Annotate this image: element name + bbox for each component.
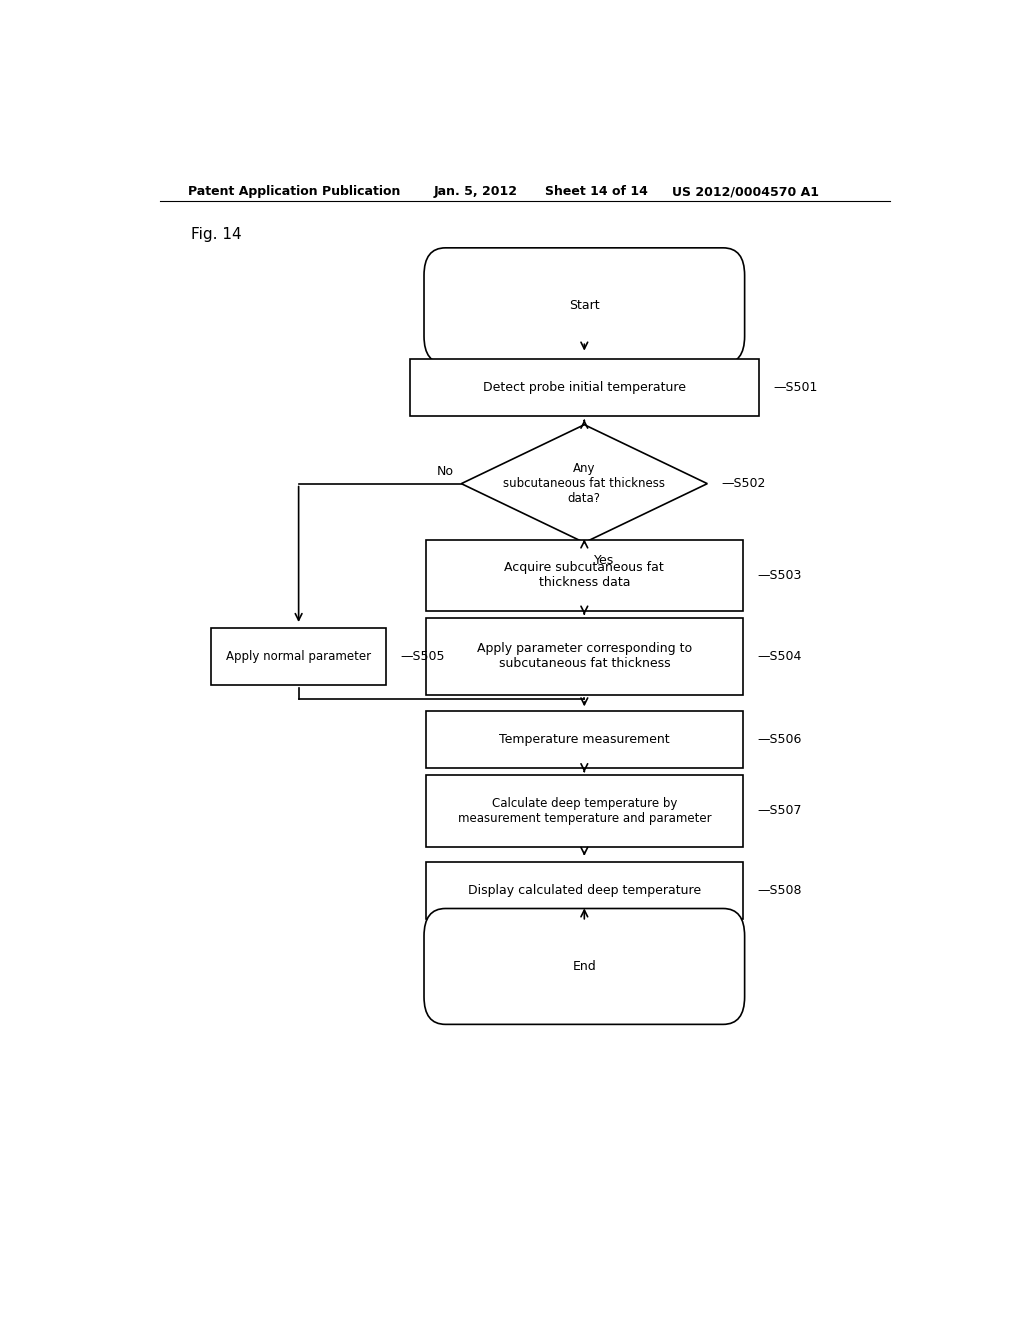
FancyBboxPatch shape bbox=[410, 359, 759, 416]
Polygon shape bbox=[461, 425, 708, 543]
FancyBboxPatch shape bbox=[426, 711, 743, 768]
Text: —S508: —S508 bbox=[758, 883, 802, 896]
Text: Fig. 14: Fig. 14 bbox=[191, 227, 242, 242]
FancyBboxPatch shape bbox=[424, 908, 744, 1024]
Text: End: End bbox=[572, 960, 596, 973]
FancyBboxPatch shape bbox=[424, 248, 744, 364]
Text: —S503: —S503 bbox=[758, 569, 802, 582]
Text: Jan. 5, 2012: Jan. 5, 2012 bbox=[433, 185, 517, 198]
Text: Patent Application Publication: Patent Application Publication bbox=[187, 185, 400, 198]
Text: Calculate deep temperature by
measurement temperature and parameter: Calculate deep temperature by measuremen… bbox=[458, 797, 711, 825]
Text: —S501: —S501 bbox=[773, 380, 817, 393]
Text: Detect probe initial temperature: Detect probe initial temperature bbox=[483, 380, 686, 393]
Text: Sheet 14 of 14: Sheet 14 of 14 bbox=[545, 185, 647, 198]
Text: —S506: —S506 bbox=[758, 734, 802, 746]
FancyBboxPatch shape bbox=[426, 618, 743, 696]
FancyBboxPatch shape bbox=[211, 628, 386, 685]
Text: —S507: —S507 bbox=[758, 804, 802, 817]
Text: —S502: —S502 bbox=[722, 477, 766, 490]
Text: Start: Start bbox=[569, 300, 600, 313]
Text: Apply normal parameter: Apply normal parameter bbox=[226, 649, 371, 663]
FancyBboxPatch shape bbox=[426, 540, 743, 611]
Text: Any
subcutaneous fat thickness
data?: Any subcutaneous fat thickness data? bbox=[504, 462, 666, 506]
Text: US 2012/0004570 A1: US 2012/0004570 A1 bbox=[672, 185, 818, 198]
Text: Display calculated deep temperature: Display calculated deep temperature bbox=[468, 883, 700, 896]
Text: Apply parameter corresponding to
subcutaneous fat thickness: Apply parameter corresponding to subcuta… bbox=[477, 643, 692, 671]
FancyBboxPatch shape bbox=[426, 862, 743, 919]
Text: Yes: Yes bbox=[594, 554, 614, 568]
Text: Temperature measurement: Temperature measurement bbox=[499, 734, 670, 746]
Text: —S505: —S505 bbox=[400, 649, 444, 663]
Text: Acquire subcutaneous fat
thickness data: Acquire subcutaneous fat thickness data bbox=[505, 561, 665, 589]
Text: No: No bbox=[436, 465, 454, 478]
FancyBboxPatch shape bbox=[426, 775, 743, 846]
Text: —S504: —S504 bbox=[758, 649, 802, 663]
